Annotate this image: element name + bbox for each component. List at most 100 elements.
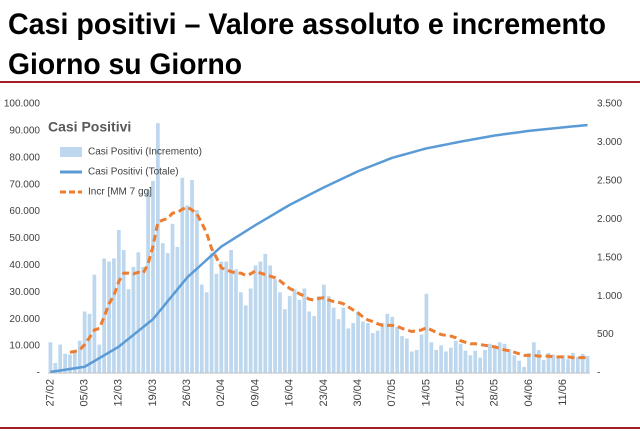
bar — [444, 351, 448, 373]
legend-label: Casi Positivi (Totale) — [88, 167, 179, 178]
bar — [68, 354, 72, 373]
bar — [546, 353, 551, 373]
y2-tick-label: - — [597, 368, 600, 379]
bar — [156, 123, 160, 373]
bar — [527, 353, 531, 373]
bar — [92, 274, 97, 373]
bar — [458, 343, 463, 373]
bar — [146, 190, 150, 373]
x-tick-label: 12/03 — [113, 379, 125, 407]
x-tick-label: 19/03 — [147, 379, 159, 407]
bar — [575, 356, 580, 373]
bar — [126, 289, 131, 373]
bar — [204, 292, 209, 373]
bar — [180, 177, 185, 373]
moving-average-line — [69, 205, 588, 360]
x-tick-label: 05/03 — [79, 379, 91, 407]
bar — [400, 336, 404, 373]
chart-title: Giorno su Giorno — [8, 48, 242, 81]
bar — [131, 266, 136, 373]
y-tick-label: 40.000 — [9, 260, 40, 271]
y2-tick-label: 2.000 — [597, 214, 622, 225]
bar — [102, 258, 107, 373]
bar — [405, 338, 409, 373]
y-tick-label: 30.000 — [9, 287, 40, 298]
chart-title: Casi positivi – Valore assoluto e increm… — [8, 8, 606, 41]
bar — [243, 305, 248, 373]
bar — [248, 288, 253, 373]
x-tick-label: 09/04 — [249, 379, 261, 407]
y-tick-label: 100.000 — [4, 99, 41, 110]
bar — [336, 319, 341, 373]
bar — [561, 355, 565, 373]
bar — [346, 328, 351, 373]
y2-tick-label: 1.000 — [597, 291, 622, 302]
bar — [214, 273, 219, 373]
bar — [395, 326, 399, 373]
y-tick-label: 80.000 — [9, 152, 40, 163]
bar — [268, 265, 273, 373]
plot-title: Casi Positivi — [48, 119, 131, 135]
bar — [424, 293, 429, 373]
bar — [107, 261, 111, 373]
bar — [112, 258, 116, 373]
bar — [468, 355, 473, 373]
bar — [463, 350, 468, 373]
bar — [331, 307, 336, 373]
bar — [580, 353, 585, 373]
y-tick-label: 20.000 — [9, 314, 40, 325]
y-tick-label: 60.000 — [9, 206, 40, 217]
bar — [82, 311, 87, 373]
bar — [488, 343, 492, 373]
bar — [541, 359, 546, 373]
bar — [229, 250, 233, 373]
bar — [151, 180, 155, 373]
divider — [0, 81, 640, 83]
bar — [121, 250, 126, 373]
x-tick-label: 02/04 — [215, 379, 227, 407]
x-tick-label: 26/03 — [181, 379, 193, 407]
bar — [292, 289, 297, 373]
bar — [48, 342, 53, 373]
bar — [116, 230, 121, 373]
bar — [385, 313, 390, 373]
bar — [585, 356, 590, 373]
x-tick-label: 11/06 — [557, 379, 569, 406]
y2-tick-label: 3.000 — [597, 137, 622, 148]
bar — [165, 253, 170, 373]
bar — [429, 342, 434, 373]
bar — [356, 311, 360, 373]
line — [50, 123, 588, 374]
bar — [58, 344, 63, 373]
bar — [195, 210, 199, 373]
bar — [282, 309, 287, 373]
bar — [307, 311, 312, 373]
bar — [278, 292, 282, 373]
bar — [219, 261, 224, 373]
bar — [365, 323, 370, 373]
bar — [190, 180, 194, 373]
x-tick-label: 23/04 — [318, 379, 330, 407]
bar — [439, 345, 443, 373]
y-tick-label: 70.000 — [9, 179, 40, 190]
bar — [492, 345, 497, 373]
bar — [87, 313, 92, 373]
x-tick-label: 21/05 — [455, 379, 467, 407]
y2-tick-label: 2.500 — [597, 175, 622, 186]
y2-tick-label: 500 — [597, 329, 614, 340]
bar — [414, 349, 419, 373]
bar — [53, 363, 58, 373]
bar — [512, 355, 517, 373]
bar — [448, 347, 453, 373]
y2-tick-label: 3.500 — [597, 99, 622, 110]
bar — [478, 357, 482, 373]
bar — [224, 261, 229, 373]
bar — [287, 296, 292, 373]
divider — [0, 427, 640, 429]
bar — [483, 349, 487, 373]
legend-label: Incr [MM 7 gg] — [88, 187, 152, 198]
x-tick-label: 07/05 — [386, 379, 398, 407]
bar — [370, 333, 375, 373]
bar — [302, 288, 307, 373]
bar — [326, 296, 331, 373]
